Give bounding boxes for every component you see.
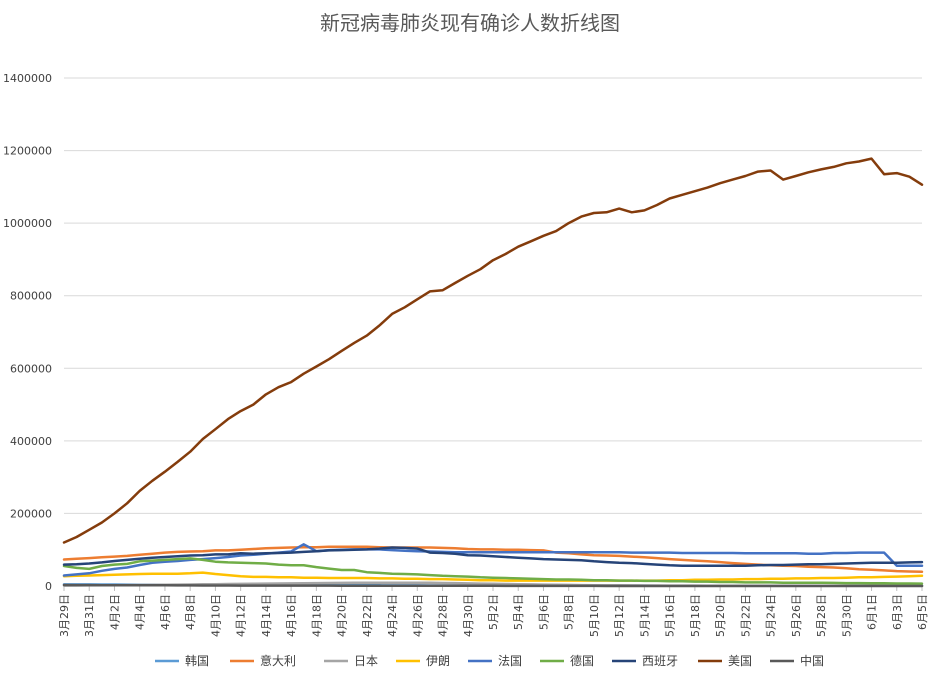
series-line-德国 — [62, 557, 924, 585]
y-tick-label: 1200000 — [3, 145, 52, 158]
legend-item: 意大利 — [230, 653, 296, 668]
y-tick-label: 800000 — [10, 290, 52, 303]
y-tick-label: 0 — [45, 580, 52, 593]
grid — [64, 77, 922, 587]
y-tick-label: 1000000 — [3, 217, 52, 230]
y-axis-ticks: 0 200000 400000 600000 800000 1000000 1200000 1… — [3, 72, 52, 593]
legend-label: 意大利 — [260, 653, 296, 668]
legend-item: 韩国 — [155, 653, 209, 668]
legend-item: 日本 — [324, 654, 378, 668]
x-tick-label: 5月8日 — [563, 594, 576, 630]
x-tick-label: 4月6日 — [159, 594, 172, 630]
x-tick-label: 4月26日 — [411, 594, 424, 637]
y-tick-label: 1400000 — [3, 72, 52, 85]
x-tick-label: 5月22日 — [739, 594, 752, 637]
x-tick-label: 4月22日 — [361, 594, 374, 637]
legend-label: 德国 — [570, 653, 594, 668]
legend-label: 美国 — [728, 654, 752, 668]
x-tick-label: 6月5日 — [916, 594, 929, 630]
y-tick-label: 600000 — [10, 362, 52, 375]
x-tick-label: 5月6日 — [537, 594, 550, 630]
x-tick-label: 4月24日 — [386, 594, 399, 637]
legend-item: 法国 — [468, 654, 522, 668]
x-tick-label: 5月2日 — [487, 594, 500, 630]
legend-label: 西班牙 — [642, 654, 678, 668]
legend-label: 中国 — [800, 653, 824, 668]
x-tick-label: 5月10日 — [588, 594, 601, 637]
y-tick-label: 400000 — [10, 435, 52, 448]
legend-item: 西班牙 — [612, 654, 678, 668]
x-tick-label: 6月3日 — [891, 594, 904, 630]
x-tick-label: 4月30日 — [462, 594, 475, 637]
x-tick-label: 3月31日 — [83, 594, 96, 637]
x-tick-label: 4月14日 — [260, 594, 273, 637]
legend: 韩国 意大利 日本 伊朗 法国 德国 西班牙 美国 中国 — [155, 653, 824, 668]
legend-label: 日本 — [354, 654, 378, 668]
x-tick-label: 5月28日 — [815, 594, 828, 637]
x-tick-label: 5月20日 — [714, 594, 727, 637]
x-tick-label: 5月4日 — [512, 594, 525, 630]
series-lines — [62, 157, 924, 588]
legend-label: 伊朗 — [426, 654, 450, 668]
x-tick-label: 5月12日 — [613, 594, 626, 637]
legend-item: 中国 — [770, 653, 824, 668]
x-tick-label: 4月12日 — [235, 594, 248, 637]
series-line-西班牙 — [62, 546, 924, 567]
x-tick-label: 5月26日 — [790, 594, 803, 637]
x-tick-label: 3月29日 — [58, 594, 71, 637]
series-line-中国 — [62, 583, 924, 588]
x-tick-label: 5月24日 — [765, 594, 778, 637]
legend-label: 法国 — [498, 654, 522, 668]
x-tick-label: 5月18日 — [689, 594, 702, 637]
series-line-法国 — [62, 543, 924, 577]
series-line-伊朗 — [62, 571, 924, 582]
x-tick-label: 4月10日 — [209, 594, 222, 637]
x-tick-label: 4月20日 — [336, 594, 349, 637]
legend-label: 韩国 — [185, 653, 209, 668]
x-tick-label: 5月16日 — [664, 594, 677, 637]
x-tick-label: 4月8日 — [184, 594, 197, 630]
x-tick-label: 4月16日 — [285, 594, 298, 637]
x-tick-label: 4月18日 — [310, 594, 323, 637]
x-tick-label: 4月28日 — [437, 594, 450, 637]
legend-item: 德国 — [540, 653, 594, 668]
x-tick-label: 6月1日 — [866, 594, 879, 630]
x-tick-label: 5月30日 — [840, 594, 853, 637]
legend-item: 美国 — [698, 654, 752, 668]
x-tick-label: 4月2日 — [108, 594, 121, 630]
x-axis-ticks: 3月29日 3月31日 4月2日 4月4日 4月6日 4月8日 4月10日 4月12日 4月14… — [58, 586, 929, 637]
x-tick-label: 4月4日 — [134, 594, 147, 630]
y-tick-label: 200000 — [10, 507, 52, 520]
x-tick-label: 5月14日 — [638, 594, 651, 637]
legend-item: 伊朗 — [396, 654, 450, 668]
series-line-美国 — [62, 157, 924, 544]
chart-title: 新冠病毒肺炎现有确诊人数折线图 — [320, 11, 620, 35]
